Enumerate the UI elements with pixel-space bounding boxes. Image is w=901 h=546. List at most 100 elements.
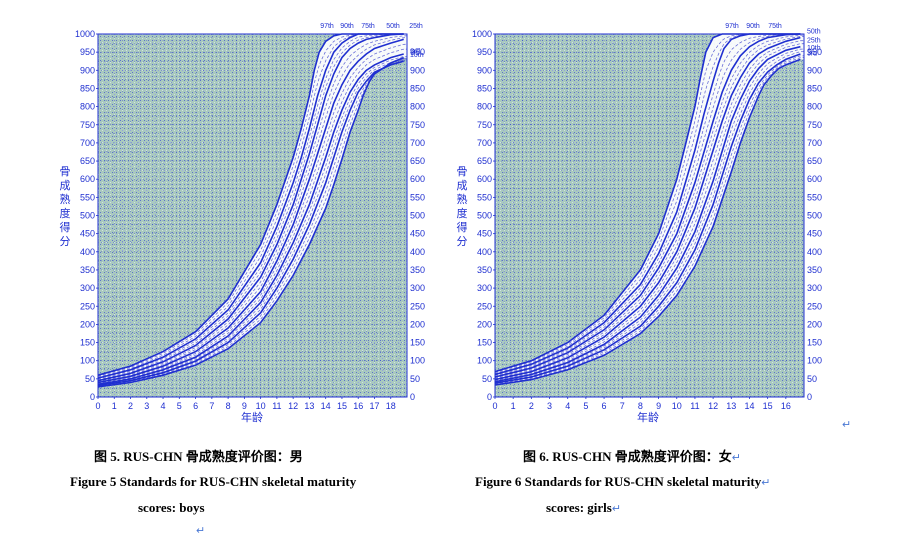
y-tick-label-left: 300: [80, 283, 95, 293]
y-tick-label-left: 50: [85, 374, 95, 384]
x-tick-label: 0: [492, 401, 497, 411]
y-axis-label-char: 骨: [60, 165, 71, 178]
x-tick-label: 9: [242, 401, 247, 411]
x-tick-label: 3: [547, 401, 552, 411]
y-tick-label-left: 650: [477, 156, 492, 166]
x-tick-label: 6: [193, 401, 198, 411]
y-tick-label-left: 100: [477, 356, 492, 366]
y-tick-label-left: 750: [80, 120, 95, 130]
girls-caption-cn: 图 6. RUS-CHN 骨成熟度评价图：女↵: [523, 449, 741, 464]
y-axis-label-char: 成: [60, 179, 71, 192]
intermediate-dashed-line: [97, 37, 407, 383]
y-tick-label-right: 0: [807, 392, 812, 402]
y-axis-label-char: 得: [457, 221, 468, 234]
y-tick-label-left: 1000: [75, 29, 95, 39]
y-tick-label-left: 900: [477, 65, 492, 75]
y-tick-label-left: 0: [487, 392, 492, 402]
series-50th: [97, 38, 404, 384]
x-tick-label: 1: [511, 401, 516, 411]
y-tick-label-left: 150: [477, 338, 492, 348]
x-tick-label: 5: [177, 401, 182, 411]
x-tick-label: 5: [583, 401, 588, 411]
series-3rd: [494, 58, 801, 386]
y-axis-label-char: 度: [457, 206, 468, 220]
y-tick-label-left: 800: [80, 102, 95, 112]
boys-caption-en-2: scores: boys: [138, 500, 205, 515]
intermediate-dashed-line: [97, 58, 407, 386]
y-tick-label-left: 700: [80, 138, 95, 148]
y-tick-label-right: 400: [410, 247, 425, 257]
paragraph-mark-icon: ↵: [611, 503, 622, 515]
y-tick-label-left: 950: [477, 47, 492, 57]
y-tick-label-right: 300: [410, 283, 425, 293]
girls-caption-en-2: scores: girls↵: [546, 500, 622, 515]
x-tick-label: 14: [744, 401, 754, 411]
y-tick-label-right: 450: [807, 229, 822, 239]
percentile-label-10th: 10th: [410, 52, 424, 59]
x-tick-label: 9: [656, 401, 661, 411]
y-tick-label-right: 950: [807, 47, 822, 57]
intermediate-dashed-line: [97, 33, 407, 380]
y-tick-label-right: 200: [410, 319, 425, 329]
x-tick-label: 11: [690, 401, 699, 411]
x-tick-label: 13: [726, 401, 736, 411]
intermediate-dashed-line: [494, 33, 804, 377]
series-3rd: [97, 56, 405, 388]
percentile-label-90th: 90th: [340, 23, 354, 30]
y-tick-label-left: 200: [477, 319, 492, 329]
series-10th: [494, 53, 801, 384]
y-axis-label-char: 熟: [457, 192, 468, 206]
y-tick-label-left: 250: [477, 301, 492, 311]
x-tick-label: 8: [638, 401, 643, 411]
y-tick-label-right: 500: [410, 211, 425, 221]
y-tick-label-right: 150: [807, 338, 822, 348]
y-tick-label-right: 750: [410, 120, 425, 130]
y-tick-label-right: 400: [807, 247, 822, 257]
y-tick-label-left: 600: [80, 174, 95, 184]
percentile-label-3rd: 3rd: [410, 49, 420, 56]
intermediate-dashed-line: [494, 55, 804, 385]
x-tick-label: 10: [672, 401, 682, 411]
y-tick-label-left: 350: [477, 265, 492, 275]
intermediate-dashed-line: [494, 57, 804, 385]
paragraph-mark-icon: ↵: [842, 419, 852, 431]
intermediate-dashed-line: [97, 33, 407, 378]
series-75th: [494, 33, 801, 378]
percentile-label-90th: 90th: [746, 23, 760, 30]
y-tick-label-left: 750: [477, 120, 492, 130]
intermediate-dashed-line: [494, 48, 804, 383]
y-tick-label-left: 150: [80, 338, 95, 348]
x-tick-label: 7: [209, 401, 214, 411]
y-axis-label-char: 熟: [60, 192, 71, 206]
y-tick-label-right: 550: [807, 192, 822, 202]
y-tick-label-left: 300: [477, 283, 492, 293]
paragraph-mark-icon: ↵: [196, 525, 206, 537]
y-tick-label-left: 850: [80, 83, 95, 93]
y-tick-label-right: 450: [410, 229, 425, 239]
x-tick-label: 4: [565, 401, 570, 411]
y-tick-label-left: 450: [477, 229, 492, 239]
y-tick-label-right: 50: [410, 374, 420, 384]
x-tick-label: 18: [386, 401, 396, 411]
y-tick-label-left: 100: [80, 356, 95, 366]
y-tick-label-left: 650: [80, 156, 95, 166]
y-tick-label-right: 250: [410, 301, 425, 311]
x-tick-label: 0: [95, 401, 100, 411]
y-tick-label-left: 900: [80, 65, 95, 75]
y-tick-label-right: 850: [410, 83, 425, 93]
x-tick-label: 10: [256, 401, 266, 411]
y-axis-label-char: 分: [457, 235, 468, 248]
intermediate-dashed-line: [494, 33, 804, 376]
y-axis-label-char: 分: [60, 235, 71, 248]
intermediate-dashed-line: [97, 48, 407, 385]
y-tick-label-right: 50: [807, 374, 817, 384]
series-75th: [97, 33, 404, 382]
y-tick-label-right: 600: [807, 174, 822, 184]
x-tick-label: 11: [272, 401, 281, 411]
y-tick-label-left: 400: [477, 247, 492, 257]
y-tick-label-right: 0: [410, 392, 415, 402]
percentile-band: [495, 34, 804, 385]
percentile-label-97th: 97th: [725, 23, 739, 30]
y-tick-label-right: 850: [807, 83, 822, 93]
